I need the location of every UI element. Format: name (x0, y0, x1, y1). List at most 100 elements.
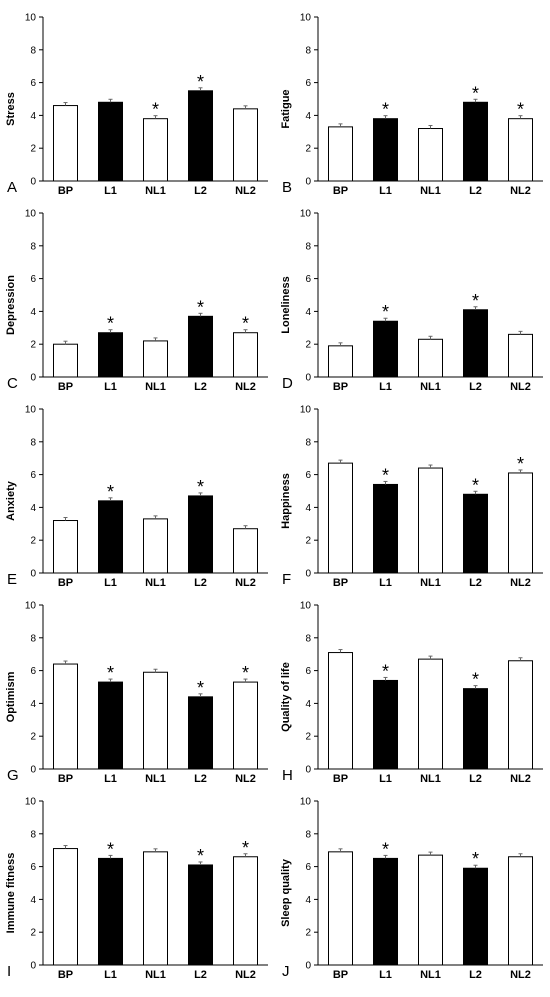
significance-star: * (107, 663, 114, 683)
y-axis-label: Loneliness (280, 276, 292, 333)
y-tick-label: 2 (30, 732, 36, 743)
significance-star: * (382, 839, 389, 859)
y-tick-label: 6 (305, 666, 311, 677)
x-tick-label: L1 (104, 773, 117, 785)
significance-star: * (107, 839, 114, 859)
x-tick-label: NL1 (420, 577, 441, 589)
significance-star: * (517, 100, 524, 120)
x-tick-label: L2 (469, 577, 482, 589)
y-tick-label: 4 (305, 111, 311, 122)
bar-l1 (373, 483, 398, 574)
y-tick-label: 6 (305, 274, 311, 285)
y-tick-label: 4 (30, 699, 36, 710)
y-tick-label: 8 (30, 45, 36, 56)
bar-bp (328, 462, 353, 574)
y-tick-label: 4 (30, 111, 36, 122)
x-tick-label: L2 (194, 969, 207, 981)
bar-l1 (373, 679, 398, 770)
x-tick-label: NL2 (510, 969, 531, 981)
y-tick-label: 8 (305, 45, 311, 56)
bar-l2 (188, 90, 213, 182)
bar-bp (53, 105, 78, 182)
x-tick-label: BP (58, 577, 73, 589)
x-tick-label: L1 (379, 773, 392, 785)
x-tick-label: NL2 (510, 185, 531, 197)
y-tick-label: 4 (305, 895, 311, 906)
x-tick-label: L2 (194, 577, 207, 589)
y-tick-label: 10 (300, 209, 312, 220)
bar-nl1 (418, 128, 443, 182)
x-tick-label: BP (333, 577, 348, 589)
x-tick-label: BP (58, 185, 73, 197)
x-tick-label: NL2 (510, 381, 531, 393)
bar-nl1 (418, 658, 443, 770)
x-tick-label: BP (333, 185, 348, 197)
y-tick-label: 8 (305, 829, 311, 840)
y-tick-label: 10 (300, 797, 312, 808)
bar-nl1 (143, 671, 168, 770)
y-tick-label: 8 (305, 437, 311, 448)
significance-star: * (472, 849, 479, 869)
x-tick-label: BP (333, 381, 348, 393)
bar-l1 (98, 681, 123, 770)
significance-star: * (472, 475, 479, 495)
bar-bp (328, 126, 353, 182)
bar-l1 (373, 118, 398, 182)
y-axis-label: Anxiety (5, 480, 17, 521)
y-tick-label: 10 (25, 405, 37, 416)
bar-l2 (463, 101, 488, 182)
y-tick-label: 4 (305, 503, 311, 514)
panel-letter: F (282, 571, 291, 588)
bar-bp (53, 343, 78, 378)
x-tick-label: L2 (194, 185, 207, 197)
significance-star: * (197, 477, 204, 497)
significance-star: * (382, 661, 389, 681)
bar-l2 (463, 688, 488, 770)
y-tick-label: 4 (305, 307, 311, 318)
significance-star: * (197, 297, 204, 317)
y-axis-label: Fatigue (280, 89, 292, 128)
bar-l2 (463, 867, 488, 966)
chart-panel-g: 0 2 4 6 8 10 Optimism G BP L1 * NL1 L2 * NL2 * (5, 601, 268, 785)
x-tick-label: L1 (379, 969, 392, 981)
bar-nl1 (418, 854, 443, 966)
chart-panel-h: 0 2 4 6 8 10 Quality of life H BP L1 * NL1 L2 * NL2 (280, 601, 543, 785)
significance-star: * (472, 291, 479, 311)
x-tick-label: NL1 (145, 381, 166, 393)
y-tick-label: 10 (25, 13, 37, 24)
y-tick-label: 0 (30, 961, 36, 972)
bar-l1 (98, 101, 123, 182)
x-tick-label: L1 (104, 381, 117, 393)
panel-letter: E (7, 571, 17, 588)
bar-nl1 (143, 518, 168, 574)
significance-star: * (382, 302, 389, 322)
y-tick-label: 0 (30, 569, 36, 580)
y-tick-label: 6 (30, 274, 36, 285)
x-tick-label: BP (333, 773, 348, 785)
x-tick-label: NL1 (420, 773, 441, 785)
x-tick-label: NL2 (235, 185, 256, 197)
x-tick-label: NL2 (235, 577, 256, 589)
y-axis-label: Immune fitness (5, 853, 17, 934)
significance-star: * (242, 314, 249, 334)
bar-l2 (188, 315, 213, 378)
bar-nl2 (233, 528, 258, 574)
x-tick-label: L1 (379, 381, 392, 393)
x-tick-label: BP (58, 773, 73, 785)
x-tick-label: BP (333, 969, 348, 981)
bar-bp (53, 663, 78, 770)
x-tick-label: NL1 (145, 969, 166, 981)
bar-l1 (373, 857, 398, 966)
bar-l2 (188, 864, 213, 966)
y-tick-label: 0 (305, 765, 311, 776)
significance-star: * (152, 100, 159, 120)
x-tick-label: L2 (469, 381, 482, 393)
y-tick-label: 10 (25, 601, 37, 612)
panel-letter: H (282, 767, 293, 784)
chart-panel-f: 0 2 4 6 8 10 Happiness F BP L1 * NL1 L2 * NL2 * (280, 405, 543, 589)
significance-star: * (242, 663, 249, 683)
panel-letter: I (7, 963, 11, 980)
y-tick-label: 4 (30, 503, 36, 514)
significance-star: * (517, 454, 524, 474)
x-tick-label: NL1 (420, 381, 441, 393)
